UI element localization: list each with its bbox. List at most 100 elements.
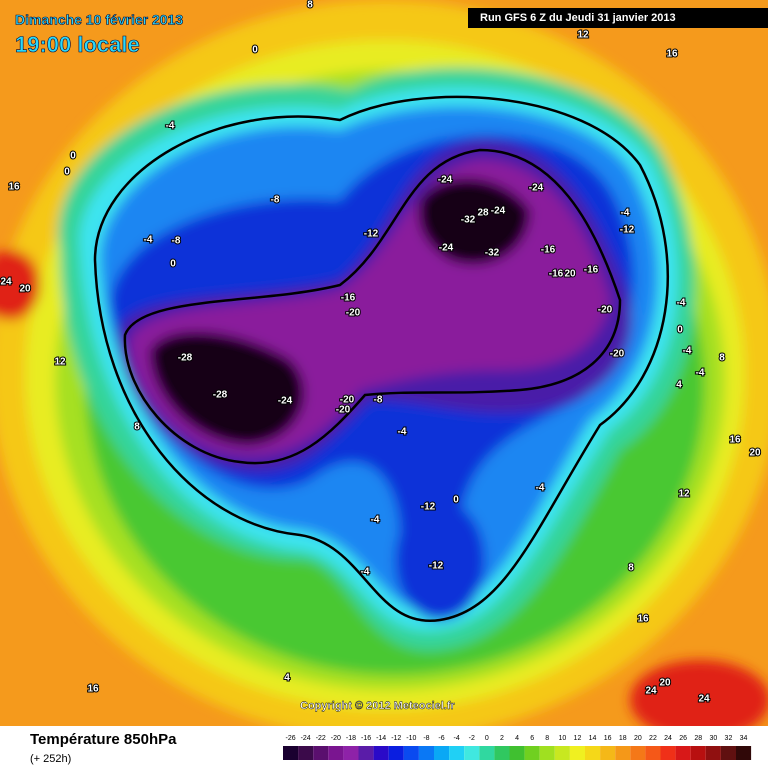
legend-label: -12 — [391, 735, 401, 742]
legend-label: -24 — [301, 735, 311, 742]
legend-label: 30 — [709, 735, 717, 742]
legend-swatch — [343, 746, 359, 760]
contour-label: 12 — [678, 489, 690, 500]
legend-label: 10 — [558, 735, 566, 742]
legend-swatch — [524, 746, 540, 760]
legend-swatch — [615, 746, 631, 760]
legend-swatch — [645, 746, 661, 760]
contour-label: -12 — [429, 561, 444, 572]
legend-label: -18 — [346, 735, 356, 742]
contour-label: 16 — [637, 614, 649, 625]
contour-label: -20 — [598, 305, 613, 316]
contour-label: 20 — [564, 269, 576, 280]
contour-label: 8 — [628, 563, 634, 574]
legend-swatch — [449, 746, 465, 760]
contour-label: 0 — [677, 325, 683, 336]
contour-label: 16 — [87, 684, 99, 695]
legend-swatch — [539, 746, 555, 760]
contour-label: 8 — [307, 0, 313, 11]
legend-swatch — [736, 746, 752, 760]
legend-label: -16 — [361, 735, 371, 742]
legend-label: 34 — [740, 735, 748, 742]
contour-label: 12 — [577, 30, 589, 41]
contour-label: 0 — [453, 495, 459, 506]
legend-swatch — [569, 746, 585, 760]
contour-label: -28 — [178, 353, 193, 364]
contour-label: -16 — [584, 265, 599, 276]
contour-label: -8 — [374, 395, 383, 406]
contour-label: 24 — [0, 277, 12, 288]
time: 19:00 locale — [15, 32, 140, 57]
contour-label: 16 — [729, 435, 741, 446]
legend-swatch — [660, 746, 676, 760]
contour-label: -20 — [336, 405, 351, 416]
run-info: Run GFS 6 Z du Jeudi 31 janvier 2013 — [480, 12, 676, 24]
contour-label: 0 — [64, 167, 70, 178]
legend-label: 2 — [500, 735, 504, 742]
contour-label: 0 — [252, 45, 258, 56]
legend-label: 32 — [725, 735, 733, 742]
contour-label: -24 — [491, 206, 506, 217]
legend-swatch — [675, 746, 691, 760]
contour-label: 4 — [284, 673, 290, 684]
contour-label: -20 — [340, 395, 355, 406]
legend-label: 28 — [694, 735, 702, 742]
legend-label: 22 — [649, 735, 657, 742]
legend-label: 12 — [574, 735, 582, 742]
legend-swatch — [328, 746, 344, 760]
legend-swatch — [464, 746, 480, 760]
contour-label: -12 — [421, 502, 436, 513]
contour-label: 20 — [19, 284, 31, 295]
legend-label: 4 — [515, 735, 519, 742]
legend-label: 14 — [589, 735, 597, 742]
contour-label: -24 — [278, 396, 293, 407]
legend-swatch — [418, 746, 434, 760]
legend-swatch — [313, 746, 329, 760]
contour-label: -12 — [620, 225, 635, 236]
contour-label: -4 — [144, 235, 153, 246]
contour-label: -4 — [677, 298, 686, 309]
contour-label: -4 — [166, 121, 175, 132]
legend-label: -14 — [376, 735, 386, 742]
legend-swatch — [373, 746, 389, 760]
legend-swatch — [434, 746, 450, 760]
contour-label: -4 — [361, 567, 370, 578]
contour-label: -12 — [364, 229, 379, 240]
footer-title: Température 850hPa — [30, 731, 177, 748]
contour-label: 8 — [134, 422, 140, 433]
legend-label: -22 — [316, 735, 326, 742]
contour-label: -16 — [341, 293, 356, 304]
legend-label: 6 — [530, 735, 534, 742]
legend-label: -20 — [331, 735, 341, 742]
contour-label: -20 — [610, 349, 625, 360]
contour-label: -32 — [461, 215, 476, 226]
legend-label: 16 — [604, 735, 612, 742]
legend-swatch — [630, 746, 646, 760]
legend-label: -4 — [454, 735, 460, 742]
legend-swatch — [554, 746, 570, 760]
legend-label: 24 — [664, 735, 672, 742]
contour-label: -32 — [485, 248, 500, 259]
contour-label: 0 — [70, 151, 76, 162]
legend-label: 0 — [485, 735, 489, 742]
legend-swatch — [283, 746, 299, 760]
contour-label: 16 — [8, 182, 20, 193]
contour-lines — [93, 95, 670, 623]
legend-label: -26 — [285, 735, 295, 742]
legend-swatch — [600, 746, 616, 760]
copyright: Copyright © 2012 Meteociel.fr — [300, 700, 456, 712]
contour-label: 16 — [666, 49, 678, 60]
contour-label: 20 — [659, 678, 671, 689]
contour-label: 24 — [645, 686, 657, 697]
contour-label: -4 — [621, 208, 630, 219]
legend-label: 8 — [545, 735, 549, 742]
contour-label: 20 — [749, 448, 761, 459]
contour-label: -4 — [371, 515, 380, 526]
contour-label: -24 — [529, 183, 544, 194]
contour-label: 8 — [719, 353, 725, 364]
legend-swatch — [298, 746, 314, 760]
contour-label: -4 — [696, 368, 705, 379]
